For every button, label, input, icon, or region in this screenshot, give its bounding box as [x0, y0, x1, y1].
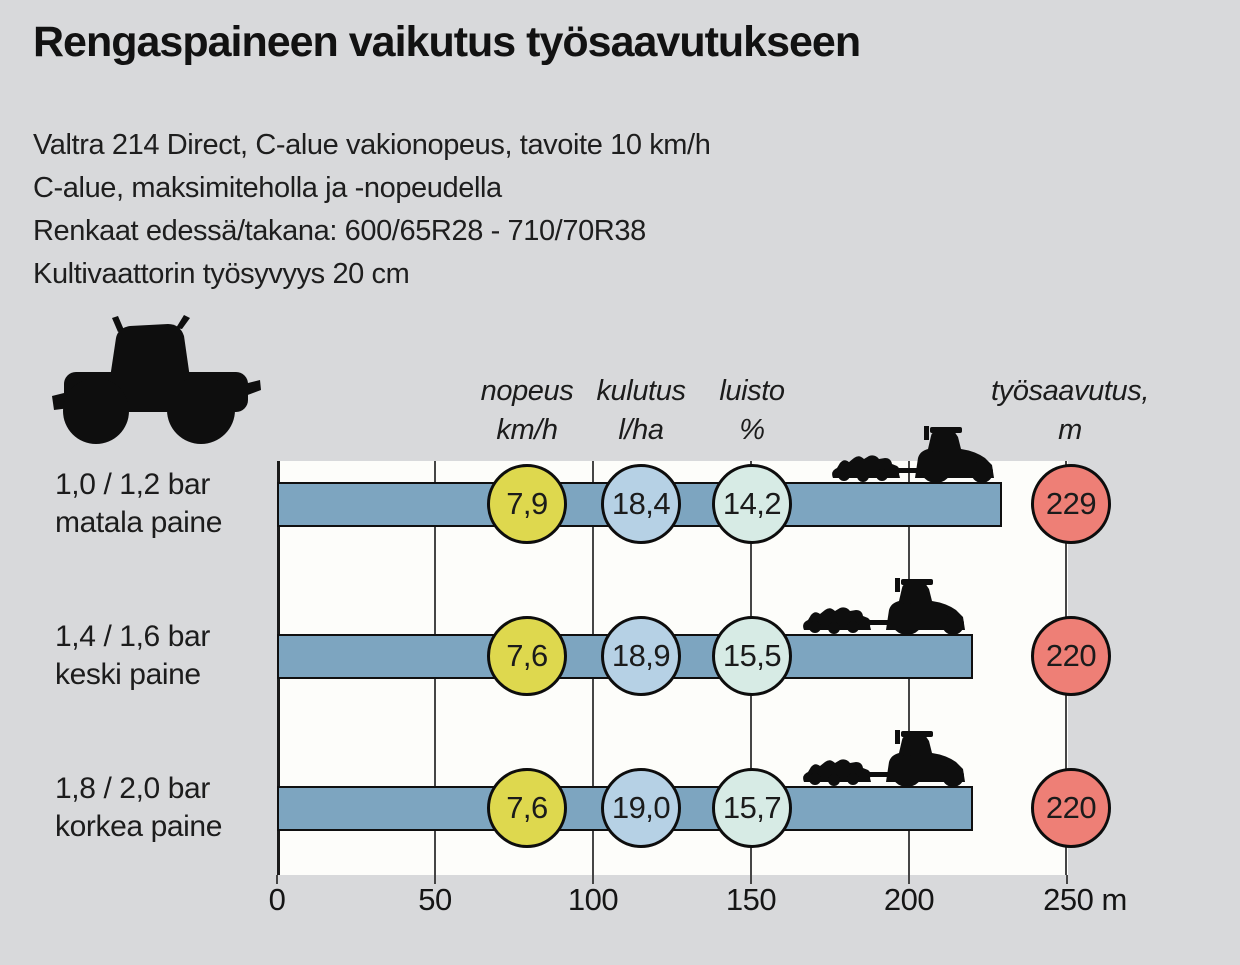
tyosaavutus-value-badge: 220 [1031, 768, 1111, 848]
subtitle-line: Valtra 214 Direct, C-alue vakionopeus, t… [33, 129, 711, 161]
row-label-1: 1,0 / 1,2 bar matala paine [55, 468, 222, 539]
axis-tick-label: 50 [418, 882, 452, 917]
tyosaavutus-value-badge: 229 [1031, 464, 1111, 544]
kulutus-value-badge: 18,4 [601, 464, 681, 544]
nopeus-value-badge: 7,9 [487, 464, 567, 544]
axis-tick [908, 875, 910, 884]
axis-tick-label: 100 [567, 882, 619, 917]
column-header-nopeus: nopeus km/h [480, 375, 574, 446]
tractor-cultivator-icon [830, 426, 1002, 484]
row-label-3: 1,8 / 2,0 bar korkea paine [55, 772, 222, 843]
subtitle-block: Valtra 214 Direct, C-alue vakionopeus, t… [33, 124, 711, 296]
axis-tick [276, 875, 278, 884]
tyosaavutus-value-badge: 220 [1031, 616, 1111, 696]
tractor-cultivator-icon [801, 578, 973, 636]
column-header-tyosaavutus: työsaavutus, m [990, 375, 1149, 446]
axis-tick-label: 200 [883, 882, 935, 917]
page-title: Rengaspaineen vaikutus työsaavutukseen [33, 18, 861, 66]
tractor-cultivator-icon [801, 730, 973, 788]
axis-tick-label: 150 [725, 882, 777, 917]
column-header-kulutus: kulutus l/ha [596, 375, 686, 446]
axis-tick [434, 875, 436, 884]
tractor-icon [48, 312, 263, 452]
nopeus-value-badge: 7,6 [487, 768, 567, 848]
kulutus-value-badge: 19,0 [601, 768, 681, 848]
axis-tick [592, 875, 594, 884]
luisto-value-badge: 14,2 [712, 464, 792, 544]
column-header-luisto: luisto % [719, 375, 785, 446]
axis-tick-label: 250 m [1043, 882, 1127, 917]
kulutus-value-badge: 18,9 [601, 616, 681, 696]
row-label-2: 1,4 / 1,6 bar keski paine [55, 620, 210, 691]
luisto-value-badge: 15,7 [712, 768, 792, 848]
luisto-value-badge: 15,5 [712, 616, 792, 696]
axis-tick [1066, 875, 1068, 884]
subtitle-line: Renkaat edessä/takana: 600/65R28 - 710/7… [33, 215, 646, 247]
subtitle-line: C-alue, maksimiteholla ja -nopeudella [33, 172, 502, 204]
nopeus-value-badge: 7,6 [487, 616, 567, 696]
axis-tick-label: 0 [268, 882, 286, 917]
subtitle-line: Kultivaattorin työsyvyys 20 cm [33, 258, 410, 290]
axis-tick [750, 875, 752, 884]
